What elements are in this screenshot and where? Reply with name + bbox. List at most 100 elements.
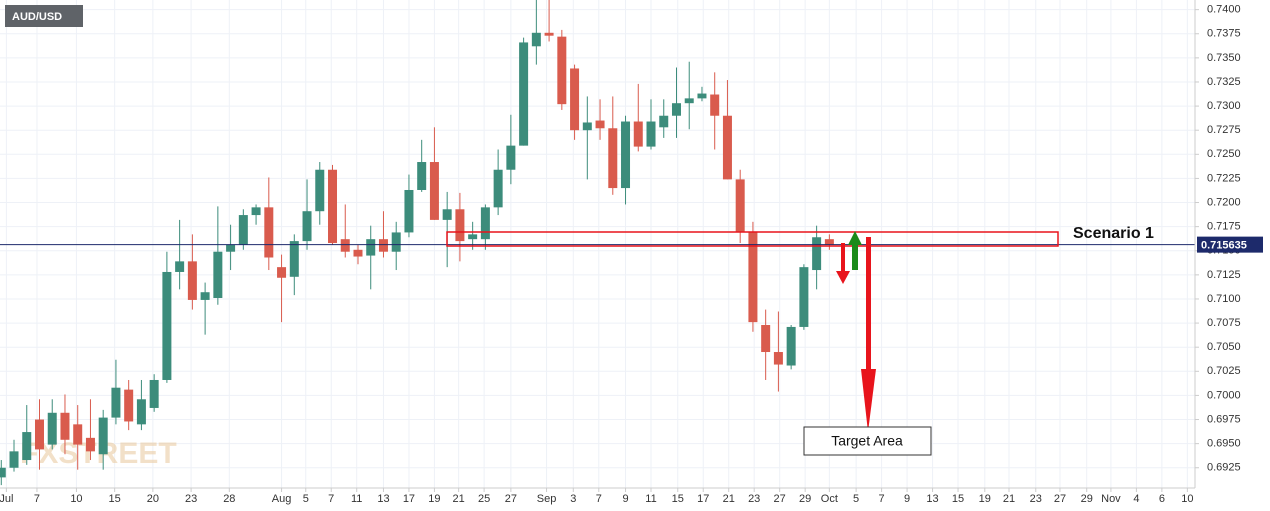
x-tick-label: 13 xyxy=(926,493,938,505)
y-tick-label: 0.7275 xyxy=(1207,124,1241,136)
x-tick-label: 28 xyxy=(223,493,235,505)
candle-body xyxy=(391,232,401,252)
y-tick-label: 0.7325 xyxy=(1207,76,1241,88)
candle-body xyxy=(582,122,592,131)
candle-body xyxy=(506,145,516,170)
x-tick-label: 10 xyxy=(1181,493,1193,505)
grid xyxy=(0,0,1195,488)
y-tick-label: 0.7050 xyxy=(1207,341,1241,353)
candle-body xyxy=(277,267,287,278)
y-tick-label: 0.7000 xyxy=(1207,389,1241,401)
x-tick-label: Oct xyxy=(821,493,838,505)
candle-body xyxy=(187,261,197,300)
candle-body xyxy=(557,36,567,105)
candle-body xyxy=(570,68,580,131)
candle-body xyxy=(315,169,325,212)
scenario-label: Scenario 1 xyxy=(1073,225,1154,242)
candle-body xyxy=(111,387,121,418)
candle-body xyxy=(124,389,134,422)
x-tick-label: 5 xyxy=(853,493,859,505)
y-tick-label: 0.7225 xyxy=(1207,172,1241,184)
candle-body xyxy=(340,239,350,252)
y-tick-label: 0.7400 xyxy=(1207,4,1241,16)
x-tick-label: 27 xyxy=(774,493,786,505)
x-tick-label: 3 xyxy=(570,493,576,505)
candle-body xyxy=(722,115,732,180)
candle-body xyxy=(748,231,758,323)
x-tick-label: 17 xyxy=(403,493,415,505)
arrow-down-small xyxy=(836,243,850,284)
candle-body xyxy=(34,419,44,450)
candle-body xyxy=(824,239,834,245)
last-price-box xyxy=(1197,236,1263,253)
y-tick-label: 0.7200 xyxy=(1207,196,1241,208)
candle-body xyxy=(761,325,771,353)
y-tick-label: 0.7125 xyxy=(1207,269,1241,281)
x-tick-label: 23 xyxy=(1030,493,1042,505)
candle-body xyxy=(442,209,452,220)
x-tick-label: 13 xyxy=(377,493,389,505)
x-tick-label: 4 xyxy=(1133,493,1139,505)
candle-body xyxy=(608,128,618,189)
x-tick-label: 21 xyxy=(723,493,735,505)
candle-body xyxy=(60,412,70,440)
candle-body xyxy=(684,98,694,104)
candle-body xyxy=(264,207,274,258)
candle-body xyxy=(98,417,108,455)
arrow-down-target xyxy=(861,237,876,432)
x-tick-label: 23 xyxy=(185,493,197,505)
x-tick-label: Nov xyxy=(1101,493,1121,505)
candle-body xyxy=(595,120,605,129)
candle-body xyxy=(531,32,541,47)
candle-body xyxy=(85,437,95,452)
candle-body xyxy=(353,249,363,257)
candle-body xyxy=(213,251,223,299)
x-tick-label: 9 xyxy=(904,493,910,505)
candle-body xyxy=(417,162,427,190)
candle-body xyxy=(429,162,439,220)
candle-body xyxy=(73,424,83,445)
x-tick-label: 7 xyxy=(34,493,40,505)
y-tick-label: 0.7350 xyxy=(1207,52,1241,64)
candle-body xyxy=(226,244,236,252)
y-tick-label: 0.7175 xyxy=(1207,221,1241,233)
x-tick-label: 21 xyxy=(453,493,465,505)
x-tick-label: 27 xyxy=(505,493,517,505)
x-tick-label: 7 xyxy=(879,493,885,505)
x-tick-label: 27 xyxy=(1054,493,1066,505)
x-tick-label: 29 xyxy=(799,493,811,505)
y-tick-label: 0.7250 xyxy=(1207,148,1241,160)
arrow-up xyxy=(848,231,862,270)
candle-body xyxy=(175,261,185,272)
y-tick-label: 0.6950 xyxy=(1207,438,1241,450)
x-tick-label: 23 xyxy=(748,493,760,505)
title-box xyxy=(5,5,83,27)
candle-body xyxy=(455,209,465,242)
y-tick-label: 0.7075 xyxy=(1207,317,1241,329)
candle-body xyxy=(519,42,529,146)
candles xyxy=(0,0,1195,486)
x-tick-label: 6 xyxy=(1159,493,1165,505)
candle-body xyxy=(812,237,822,271)
x-tick-label: 15 xyxy=(672,493,684,505)
candle-body xyxy=(480,207,490,240)
candle-body xyxy=(659,115,669,128)
candle-body xyxy=(162,271,172,380)
x-tick-label: 11 xyxy=(645,493,656,505)
target-label: Target Area xyxy=(831,433,903,449)
x-tick-label: 25 xyxy=(478,493,490,505)
x-tick-label: 17 xyxy=(697,493,709,505)
candle-body xyxy=(468,234,478,240)
x-tick-label: 21 xyxy=(1003,493,1015,505)
chart-title: AUD/USD xyxy=(12,11,62,23)
x-tick-label: 19 xyxy=(979,493,991,505)
axis-labels: 0.7400 0.7375 0.7350 0.7325 0.7300 0.7275 0.72… xyxy=(0,4,1263,505)
y-tick-label: 0.6925 xyxy=(1207,462,1241,474)
candle-body xyxy=(646,121,656,147)
x-tick-label: Sep xyxy=(537,493,557,505)
candle-body xyxy=(136,399,146,425)
x-tick-label: 9 xyxy=(622,493,628,505)
candle-body xyxy=(773,352,783,365)
candle-body xyxy=(735,179,745,232)
scenario-zone xyxy=(446,231,1059,247)
